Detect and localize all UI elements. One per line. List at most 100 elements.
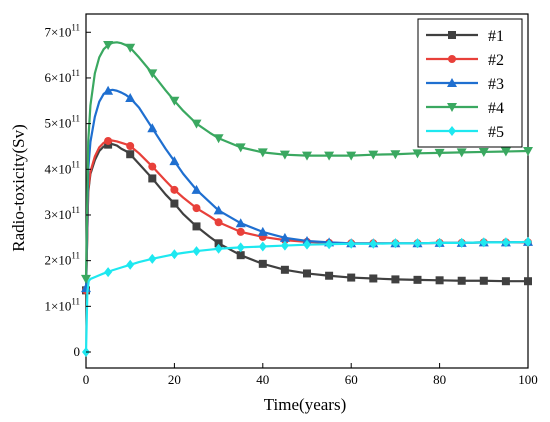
series-point <box>435 276 444 285</box>
legend-item: #5 <box>426 124 504 141</box>
plot-frame <box>85 13 529 369</box>
y-tick-label: 1×1011 <box>44 296 80 313</box>
legend-item: #4 <box>426 100 504 117</box>
series-point <box>148 174 157 183</box>
series-point <box>236 242 245 253</box>
series-point <box>236 251 245 260</box>
series-point <box>191 184 202 194</box>
y-tick-label: 0 <box>74 344 81 359</box>
x-tick-label: 100 <box>518 372 538 387</box>
series-point <box>391 238 400 249</box>
series-point <box>235 143 246 153</box>
plot-area-border <box>85 13 529 369</box>
series-5 <box>82 236 532 358</box>
x-tick-label: 20 <box>168 372 181 387</box>
legend-label: #5 <box>488 124 504 141</box>
series-point <box>126 142 135 151</box>
legend-item: #2 <box>426 52 504 69</box>
series-point <box>236 227 245 236</box>
legend-marker <box>448 31 456 39</box>
series-point <box>235 218 246 228</box>
y-axis-title: Radio-toxicity(Sv) <box>9 124 28 251</box>
series-point <box>523 147 533 157</box>
series-point <box>191 119 202 129</box>
legend-label: #4 <box>488 100 504 117</box>
series-point <box>457 276 466 285</box>
series-point <box>347 273 356 282</box>
y-tick-label: 2×1011 <box>44 251 80 268</box>
series-point <box>413 238 422 249</box>
series-point <box>412 149 423 159</box>
x-tick-label: 60 <box>345 372 358 387</box>
x-tick-label: 40 <box>256 372 269 387</box>
series-point <box>214 243 223 254</box>
legend: #1 #2 #3 #4 #5 <box>417 18 523 148</box>
series-layer <box>81 41 533 358</box>
legend-item: #3 <box>426 76 504 93</box>
series-point <box>369 274 378 283</box>
legend-item: #1 <box>426 28 504 45</box>
series-point <box>478 147 489 157</box>
series-point <box>390 150 401 160</box>
series-point <box>456 148 467 158</box>
x-axis-title: Time(years) <box>264 395 346 414</box>
series-point <box>457 237 466 248</box>
series-point <box>257 148 268 158</box>
series-point <box>324 151 335 161</box>
y-tick-label: 6×1011 <box>44 68 80 85</box>
series-point <box>435 237 444 248</box>
legend-label: #2 <box>488 52 504 69</box>
series-point <box>170 249 179 260</box>
series-point <box>279 232 290 242</box>
series-point <box>434 148 445 158</box>
series-line <box>84 41 529 279</box>
legend-marker <box>448 126 456 136</box>
x-tick-label: 0 <box>83 372 90 387</box>
series-point <box>214 239 223 248</box>
series-point <box>302 151 312 161</box>
series-point <box>369 238 378 249</box>
series-point <box>148 253 157 264</box>
legend-label: #3 <box>488 76 504 93</box>
series-point <box>413 275 422 284</box>
series-point <box>347 238 356 249</box>
series-point <box>169 156 180 166</box>
series-point <box>170 185 179 194</box>
series-point <box>479 276 488 285</box>
series-point <box>325 271 334 280</box>
y-tick-label: 7×1011 <box>44 22 80 39</box>
series-point <box>303 239 311 250</box>
series-point <box>126 150 135 159</box>
series-point <box>501 237 510 248</box>
series-point <box>500 147 511 157</box>
series-1 <box>82 140 532 295</box>
series-point <box>81 274 91 284</box>
series-point <box>391 275 400 284</box>
legend-marker <box>447 103 457 112</box>
series-point <box>325 239 334 250</box>
y-tick-label: 3×1011 <box>44 205 80 222</box>
series-point <box>303 269 311 278</box>
series-point <box>258 259 267 268</box>
series-point <box>148 162 157 171</box>
series-point <box>524 277 532 286</box>
series-point <box>368 150 379 160</box>
series-point <box>103 85 114 95</box>
series-point <box>192 222 201 231</box>
series-point <box>169 96 180 106</box>
series-point <box>103 41 114 51</box>
series-point <box>147 123 158 133</box>
series-point <box>192 246 201 257</box>
legend-label: #1 <box>488 28 504 45</box>
series-point <box>280 265 289 274</box>
series-point <box>125 43 136 53</box>
series-point <box>280 240 289 251</box>
series-point <box>104 136 113 145</box>
axis-ticks: 0 20 40 60 80 100 0 1×1011 2×1011 3×1011 4×1011 5×1… <box>44 22 537 387</box>
series-4 <box>81 41 533 284</box>
x-tick-label: 80 <box>433 372 446 387</box>
series-point <box>125 93 136 103</box>
series-point <box>258 241 267 252</box>
legend-marker <box>448 55 456 63</box>
